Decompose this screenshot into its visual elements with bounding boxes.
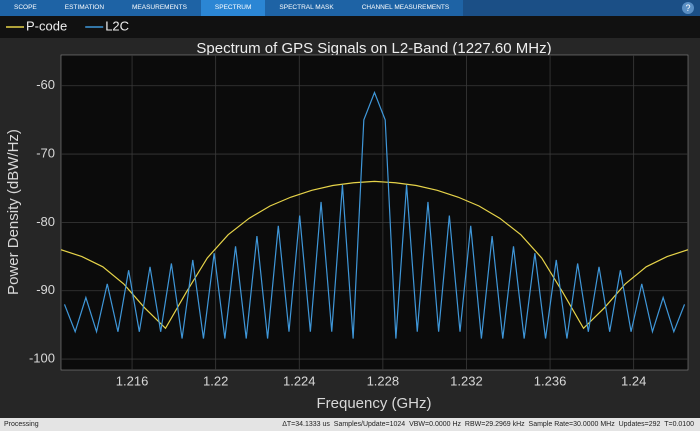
tab[interactable]: CHANNEL MEASUREMENTS [361, 4, 450, 11]
x-tick-label: 1.216 [116, 373, 149, 388]
y-tick-label: -70 [36, 146, 55, 161]
legend-label: P-code [26, 18, 67, 33]
x-tick-label: 1.22 [203, 373, 228, 388]
x-tick-label: 1.24 [621, 373, 646, 388]
tab-strip: SCOPE ESTIMATION MEASUREMENTS SPECTRUM SPECT… [0, 0, 464, 16]
plot-area [60, 54, 689, 371]
y-axis-label: Power Density (dBW/Hz) [5, 129, 22, 295]
x-axis-label: Frequency (GHz) [316, 395, 431, 412]
y-tick-label: -90 [36, 282, 55, 297]
status-bar: Processing ΔT=34.1333 us Samples/Update=… [0, 418, 700, 431]
series-line [63, 90, 686, 339]
status-right: ΔT=34.1333 us Samples/Update=1024 VBW=0.… [282, 421, 694, 428]
tab[interactable]: ESTIMATION [64, 4, 105, 11]
tab[interactable]: SCOPE [14, 4, 37, 11]
y-tick-label: -60 [36, 77, 55, 92]
x-tick-label: 1.228 [367, 373, 400, 388]
x-tick-label: 1.236 [534, 373, 567, 388]
series-line [61, 180, 688, 330]
y-tick-label: -100 [29, 351, 55, 366]
tab[interactable]: MEASUREMENTS [132, 4, 187, 11]
x-tick-label: 1.224 [283, 373, 316, 388]
legend-strip [0, 16, 700, 38]
status-left: Processing [4, 421, 39, 428]
tab[interactable]: SPECTRUM [200, 0, 266, 16]
chart-title: Spectrum of GPS Signals on L2-Band (1227… [196, 40, 551, 57]
help-button[interactable]: ? [682, 2, 694, 14]
toolbar: SCOPE ESTIMATION MEASUREMENTS SPECTRUM SPECT… [0, 0, 700, 16]
chart: Spectrum of GPS Signals on L2-Band (1227… [0, 16, 700, 418]
tab[interactable]: SPECTRAL MASK [279, 4, 334, 11]
y-tick-label: -80 [36, 214, 55, 229]
x-tick-label: 1.232 [450, 373, 483, 388]
legend-label: L2C [105, 18, 129, 33]
